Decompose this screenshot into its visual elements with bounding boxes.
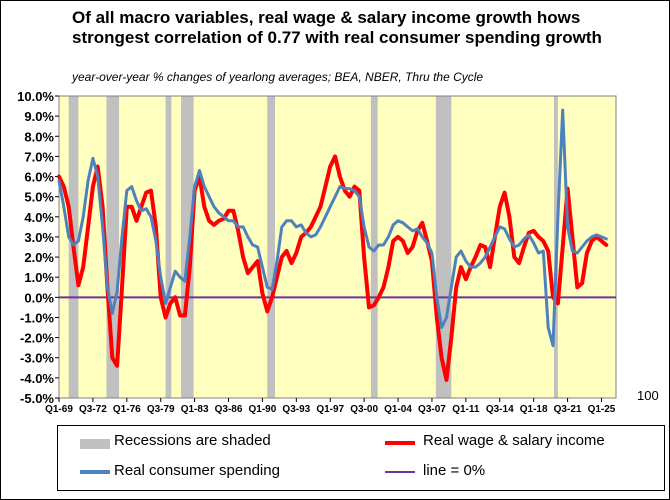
y-tick-label: 2.0% bbox=[24, 250, 54, 265]
y-tick-label: 1.0% bbox=[24, 270, 54, 285]
plot-area bbox=[59, 96, 616, 398]
recession-band-5 bbox=[370, 96, 378, 398]
chart-subtitle: year-over-year % changes of yearlong ave… bbox=[72, 70, 484, 84]
x-tick-label: Q1-76 bbox=[113, 404, 141, 415]
x-tick-label: Q3-93 bbox=[282, 404, 310, 415]
y-tick-label: 5.0% bbox=[24, 190, 54, 205]
y-tick-label: 4.0% bbox=[24, 210, 54, 225]
stray-axis-label: 100 bbox=[637, 388, 659, 403]
y-tick-label: 10.0% bbox=[17, 89, 54, 104]
y-tick-label: 0.0% bbox=[24, 290, 54, 305]
y-tick-label: -1.0% bbox=[20, 310, 54, 325]
x-tick-label: Q3-07 bbox=[418, 404, 446, 415]
x-tick-label: Q3-00 bbox=[350, 404, 378, 415]
legend-recession-swatch bbox=[80, 439, 110, 449]
y-tick-label: 3.0% bbox=[24, 230, 54, 245]
x-tick-label: Q1-11 bbox=[452, 404, 480, 415]
x-tick-label: Q3-14 bbox=[486, 404, 514, 415]
y-tick-label: 6.0% bbox=[24, 170, 54, 185]
legend-zero-swatch bbox=[385, 471, 415, 473]
recession-band-4 bbox=[267, 96, 276, 398]
series-line-wage bbox=[57, 154, 609, 382]
x-tick-label: Q1-25 bbox=[588, 404, 616, 415]
plot-border bbox=[58, 95, 617, 399]
legend-recession-label: Recessions are shaded bbox=[114, 432, 271, 449]
y-tick-label: -5.0% bbox=[20, 391, 54, 406]
x-tick-label: Q1-18 bbox=[520, 404, 548, 415]
legend-wage-label: Real wage & salary income bbox=[423, 432, 605, 449]
legend-wage-swatch bbox=[385, 441, 415, 445]
recession-band-2 bbox=[165, 96, 172, 398]
y-tick-label: 7.0% bbox=[24, 149, 54, 164]
y-tick-label: -3.0% bbox=[20, 351, 54, 366]
y-tick-label: 8.0% bbox=[24, 129, 54, 144]
x-tick-label: Q3-86 bbox=[215, 404, 243, 415]
legend-spending-swatch bbox=[80, 470, 110, 474]
x-tick-label: Q1-90 bbox=[249, 404, 277, 415]
legend-zero-label: line = 0% bbox=[423, 462, 486, 479]
legend-spending-label: Real consumer spending bbox=[114, 462, 280, 479]
chart-title: Of all macro variables, real wage & sala… bbox=[72, 8, 602, 47]
x-tick-label: Q1-97 bbox=[316, 404, 344, 415]
x-tick-label: Q3-72 bbox=[79, 404, 107, 415]
y-tick-label: -4.0% bbox=[20, 371, 54, 386]
x-tick-label: Q1-69 bbox=[45, 404, 73, 415]
y-tick-label: 9.0% bbox=[24, 109, 54, 124]
x-tick-label: Q3-21 bbox=[554, 404, 582, 415]
x-tick-label: Q1-83 bbox=[181, 404, 209, 415]
legend: Recessions are shaded Real wage & salary… bbox=[57, 425, 665, 491]
x-tick-label: Q1-04 bbox=[384, 404, 412, 415]
series-line-spending bbox=[57, 108, 608, 348]
x-tick-label: Q3-79 bbox=[147, 404, 175, 415]
y-tick-label: -2.0% bbox=[20, 331, 54, 346]
